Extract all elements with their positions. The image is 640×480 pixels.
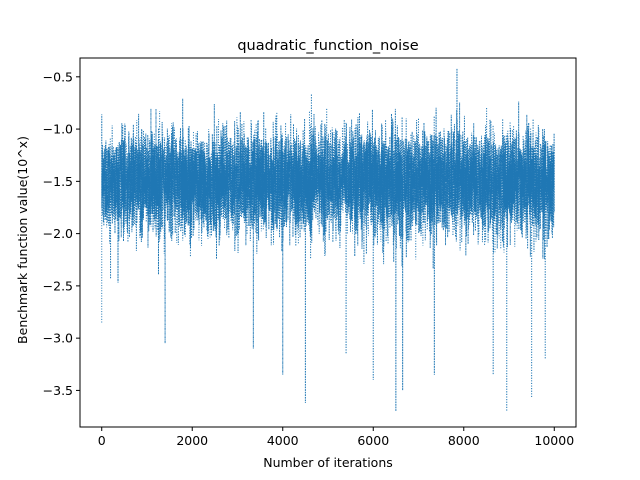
y-tick-label: −3.0 (43, 331, 73, 346)
x-tick-label: 10000 (534, 433, 574, 448)
y-tick-label: −2.5 (43, 278, 73, 293)
x-tick-label: 2000 (176, 433, 208, 448)
series-line (101, 68, 555, 412)
x-tick-label: 4000 (267, 433, 299, 448)
y-tick-label: −2.0 (43, 226, 73, 241)
y-tick-label: −3.5 (43, 383, 73, 398)
y-tick-label: −1.0 (43, 122, 73, 137)
x-tick-label: 0 (98, 433, 106, 448)
x-axis-label: Number of iterations (263, 455, 393, 470)
y-axis-label: Benchmark function value(10^x) (15, 136, 30, 344)
x-tick-label: 8000 (448, 433, 480, 448)
x-tick-label: 6000 (357, 433, 389, 448)
axes-frame (79, 57, 577, 428)
chart-title: quadratic_function_noise (237, 38, 418, 54)
axes: 0 2000 4000 6000 8000 10000 −3.5 −3.0 −2.5 −2.0 −1… (43, 57, 577, 448)
y-tick-label: −0.5 (43, 69, 73, 84)
y-tick-label: −1.5 (43, 174, 73, 189)
plot-area (101, 68, 555, 412)
